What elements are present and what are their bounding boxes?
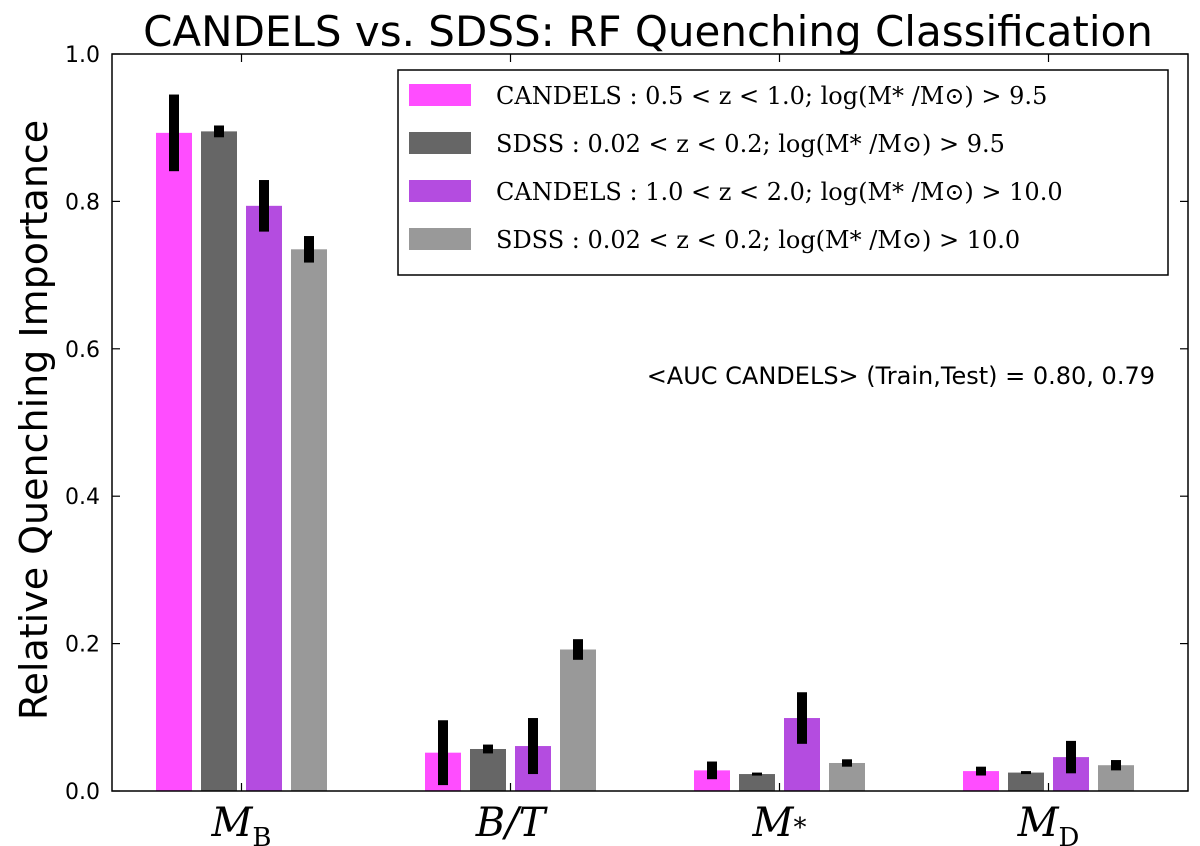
error-bar [1021, 771, 1031, 775]
error-bar [976, 766, 986, 776]
x-tick-subscript: D [1059, 823, 1080, 846]
bar [201, 131, 237, 791]
legend: CANDELS : 0.5 < z < 1.0; log(M* /M⊙) > 9… [397, 69, 1169, 276]
x-tick-label: M* [752, 800, 807, 846]
bars-layer [156, 131, 1134, 791]
error-bar [304, 236, 314, 263]
y-tick-label: 0.4 [65, 485, 100, 510]
bar [246, 205, 282, 791]
y-axis-label: Relative Quenching Importance [12, 120, 56, 720]
y-tick-label: 0.2 [65, 633, 100, 658]
y-tick-label: 0.6 [65, 338, 100, 363]
error-bar [259, 180, 269, 232]
error-bar [797, 692, 807, 744]
error-bar [214, 125, 224, 138]
error-bar [842, 759, 852, 767]
bar [739, 774, 775, 791]
plot-frame [111, 53, 1189, 792]
bar [156, 132, 192, 791]
legend-swatch [409, 132, 471, 154]
legend-swatch [409, 228, 471, 250]
y-tick-label: 1.0 [65, 43, 100, 68]
error-bar [707, 761, 717, 780]
chart-title: CANDELS vs. SDSS: RF Quenching Classific… [143, 7, 1153, 56]
error-bar [573, 639, 583, 660]
axes-frame [111, 53, 1189, 792]
legend-label: SDSS : 0.02 < z < 0.2; log(M* /M⊙) > 9.5 [496, 130, 1005, 158]
bar [829, 762, 865, 791]
error-bar [483, 744, 493, 754]
bar [291, 249, 327, 791]
x-tick-subscript: B [252, 823, 271, 846]
legend-label: CANDELS : 0.5 < z < 1.0; log(M* /M⊙) > 9… [496, 82, 1047, 110]
legend-label: CANDELS : 1.0 < z < 2.0; log(M* /M⊙) > 1… [496, 178, 1063, 206]
error-bar [438, 720, 448, 786]
y-tick-label: 0.0 [65, 780, 100, 805]
error-bar [169, 94, 179, 172]
x-tick-label: B/T [475, 800, 549, 846]
legend-swatch [409, 180, 471, 202]
auc-annotation: <AUC CANDELS> (Train,Test) = 0.80, 0.79 [647, 362, 1155, 390]
x-tick-label: MD [1017, 800, 1080, 846]
legend-frame [397, 69, 1169, 276]
bar [470, 748, 506, 791]
errorbars-layer [169, 94, 1121, 786]
bar [560, 649, 596, 791]
error-bar [528, 718, 538, 775]
x-tick-subscript: * [793, 813, 806, 843]
bar [694, 770, 730, 791]
error-bar [752, 772, 762, 776]
bar [1008, 772, 1044, 791]
bar [963, 771, 999, 791]
error-bar [1111, 760, 1121, 771]
x-tick-label: MB [210, 800, 271, 846]
legend-swatch [409, 84, 471, 106]
legend-label: SDSS : 0.02 < z < 0.2; log(M* /M⊙) > 10.… [496, 226, 1020, 254]
error-bar [1066, 740, 1076, 774]
y-tick-label: 0.8 [65, 190, 100, 215]
